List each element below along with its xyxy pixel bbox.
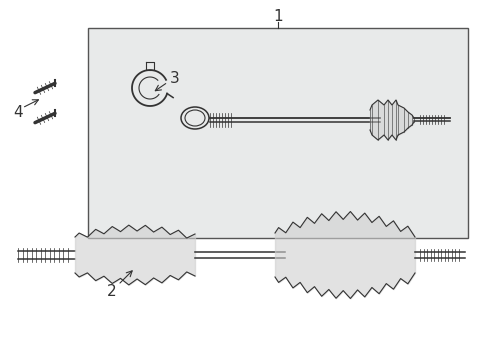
Ellipse shape: [184, 110, 204, 126]
Text: 3: 3: [170, 71, 180, 86]
FancyBboxPatch shape: [88, 28, 467, 238]
Text: 2: 2: [107, 284, 117, 300]
Text: 1: 1: [273, 9, 282, 23]
Text: 4: 4: [13, 104, 23, 120]
